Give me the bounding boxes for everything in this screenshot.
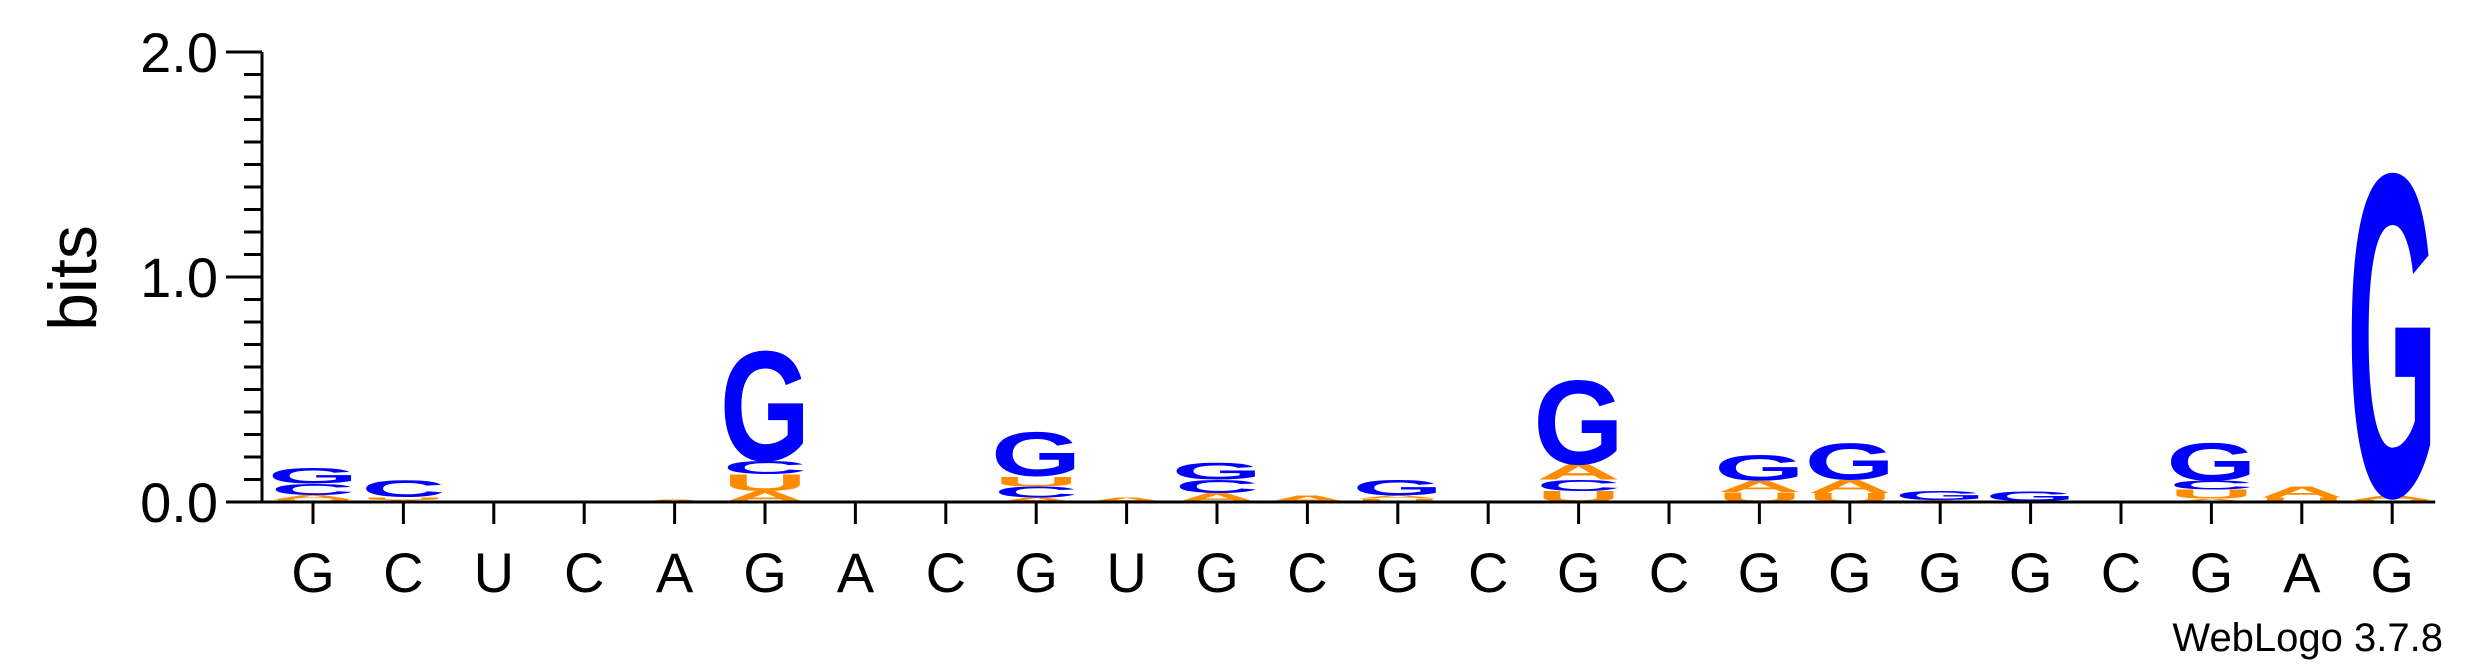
x-tick-label: G	[291, 541, 335, 604]
logo-glyph-A: A	[1265, 494, 1349, 505]
x-tick-label: U	[1106, 541, 1146, 604]
y-tick-label: 0.0	[140, 471, 218, 534]
x-tick-label: A	[837, 541, 875, 604]
logo-glyph-U: U	[361, 496, 445, 500]
logo-glyph-U: U	[723, 469, 807, 495]
x-tick-label: A	[2283, 541, 2321, 604]
x-tick-label: G	[743, 541, 787, 604]
logo-glyph-A: A	[2350, 494, 2434, 501]
y-axis-label: bits	[35, 225, 111, 331]
logo-glyph-A: A	[1356, 494, 1440, 499]
logo-glyph-U: U	[994, 473, 1078, 489]
logo-glyph-G: G	[1353, 475, 1443, 500]
x-tick-label: C	[1649, 541, 1689, 604]
logo-glyph-C: C	[271, 481, 355, 499]
logo-glyph-G: G	[991, 419, 1081, 490]
logo-glyph-G: G	[720, 319, 810, 494]
x-tick-label: G	[1195, 541, 1239, 604]
x-tick-label: C	[1287, 541, 1327, 604]
x-tick-label: G	[2370, 541, 2414, 604]
x-tick-label: G	[1557, 541, 1601, 604]
logo-glyph-G: G	[268, 464, 358, 489]
logo-glyph-U: U	[2169, 487, 2253, 501]
logo-glyph-A: A	[994, 496, 1078, 503]
logo-glyph-G: G	[2166, 433, 2256, 493]
x-tick-label: G	[1014, 541, 1058, 604]
x-tick-label: C	[383, 541, 423, 604]
logo-glyph-U: U	[1356, 498, 1440, 503]
x-tick-label: G	[2190, 541, 2234, 604]
weblogo-credit: WebLogo 3.7.8	[2172, 616, 2443, 660]
logo-glyph-G: G	[1985, 488, 2075, 504]
x-tick-label: G	[1918, 541, 1962, 604]
x-tick-label: A	[656, 541, 694, 604]
logo-glyph-A: A	[1808, 476, 1892, 497]
logo-glyph-A: A	[271, 494, 355, 501]
logo-glyph-A: A	[1085, 496, 1169, 503]
x-tick-label: G	[1738, 541, 1782, 604]
logo-glyph-A: A	[1717, 478, 1801, 496]
y-tick-label: 1.0	[140, 246, 218, 309]
logo-glyph-C: C	[994, 483, 1078, 501]
logo-stacks: UACGAUCAAUCGACUGAACGAUAGUCAGUAGUAGAGUGAU…	[268, 78, 2438, 594]
y-tick-label: 2.0	[140, 21, 218, 84]
logo-glyph-G: G	[1172, 458, 1262, 484]
logo-glyph-A: A	[2169, 498, 2253, 503]
x-tick-label: C	[564, 541, 604, 604]
logo-glyph-C: C	[1537, 477, 1621, 495]
logo-glyph-A: A	[2260, 483, 2344, 501]
logo-glyph-G: G	[1895, 488, 1985, 502]
logo-glyph-G: G	[1533, 355, 1623, 489]
x-tick-label: G	[1828, 541, 1872, 604]
logo-glyph-C: C	[361, 476, 445, 502]
logo-glyph-G: G	[1805, 433, 1895, 491]
x-tick-label: G	[2009, 541, 2053, 604]
logo-glyph-C: C	[2169, 478, 2253, 492]
logo-glyph-C: C	[1175, 476, 1259, 497]
x-tick-label: C	[926, 541, 966, 604]
logo-glyph-C: C	[723, 457, 807, 478]
logo-glyph-U: U	[2260, 496, 2344, 503]
x-tick-label: C	[2101, 541, 2141, 604]
y-axis: 0.0 1.0 2.0	[140, 21, 264, 534]
x-tick-label: G	[1376, 541, 1420, 604]
logo-glyph-A: A	[1537, 460, 1621, 485]
logo-glyph-G: G	[1714, 448, 1804, 488]
x-tick-label: U	[474, 541, 514, 604]
x-tick-label: C	[1468, 541, 1508, 604]
